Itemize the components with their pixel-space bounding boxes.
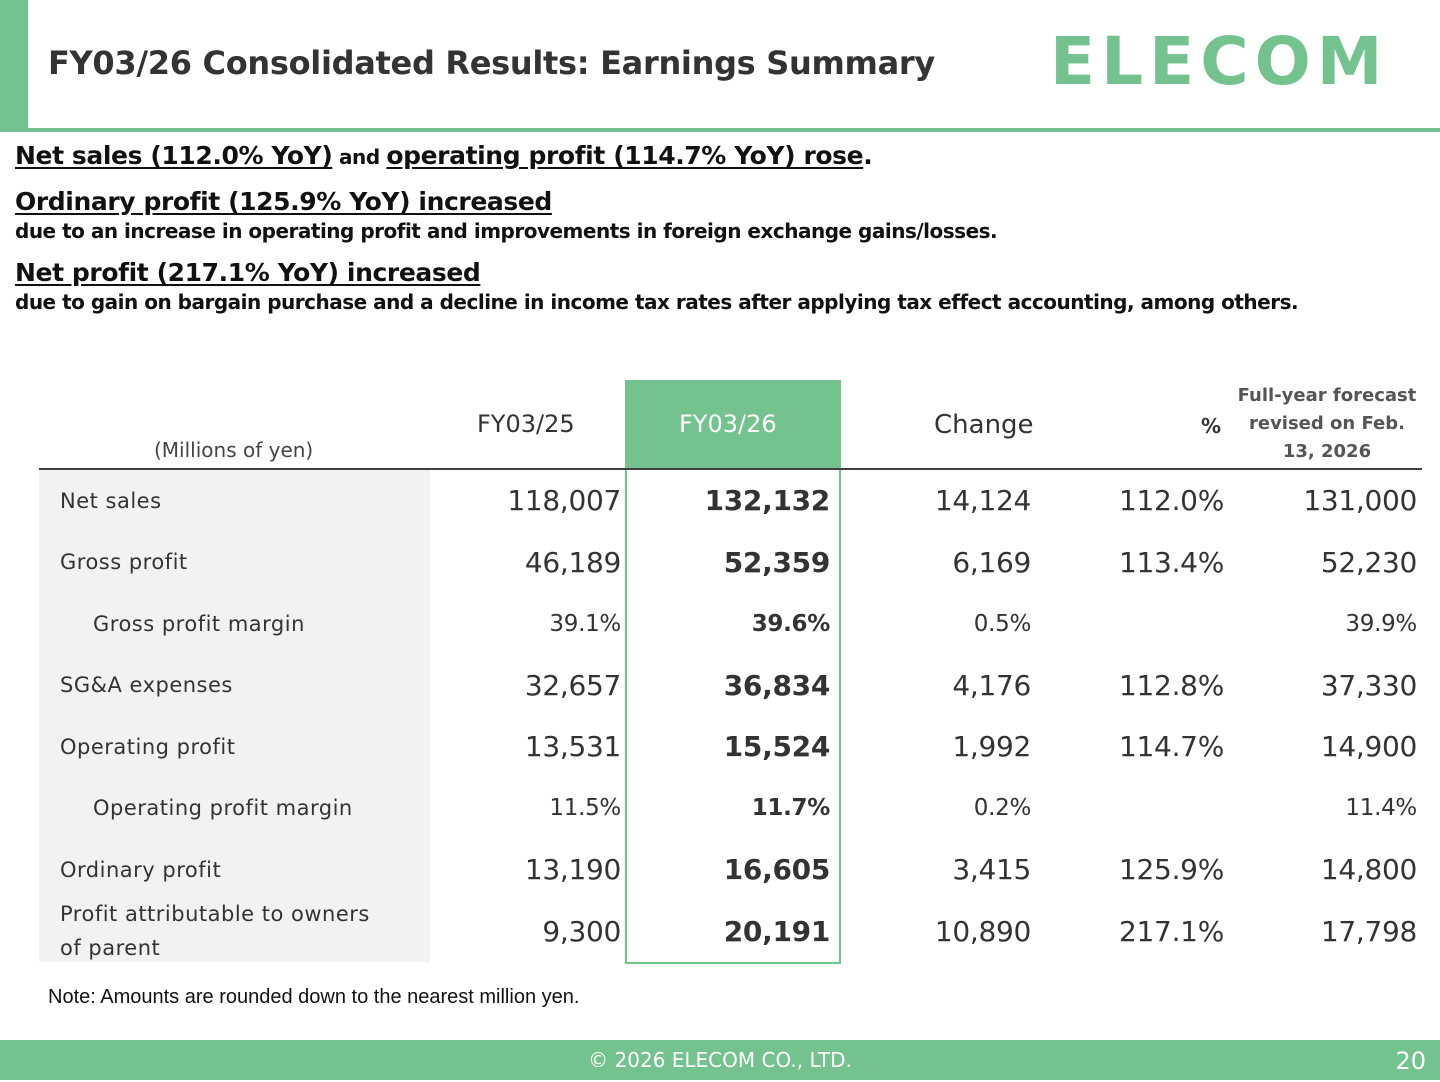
row-label: Operating profit	[60, 734, 236, 759]
table-row: SG&A expenses 32,657 36,834 4,176 112.8%…	[39, 655, 1422, 717]
cell-forecast: 131,000	[1303, 484, 1417, 518]
cell-percent: 113.4%	[1119, 545, 1224, 579]
row-label: Gross profit	[60, 550, 188, 575]
row-label: Ordinary profit	[60, 857, 222, 882]
headline-period: .	[863, 141, 873, 170]
headline-net-sales-text: Net sales (112.0% YoY)	[15, 141, 333, 170]
footer-bar: © 2026 ELECOM CO., LTD. 20	[0, 1040, 1440, 1080]
cell-change: 10,890	[934, 914, 1031, 948]
col-header-fy03-25: FY03/25	[477, 410, 575, 438]
footnote: Note: Amounts are rounded down to the ne…	[48, 986, 580, 1008]
headline-and: and	[332, 145, 387, 169]
cell-change: 3,415	[952, 853, 1031, 887]
cell-percent: 112.0%	[1119, 484, 1224, 518]
header-rule	[39, 468, 1422, 470]
cell-fy03-26: 11.7%	[751, 795, 831, 822]
cell-fy03-26: 39.6%	[751, 610, 831, 637]
cell-forecast: 52,230	[1320, 545, 1417, 579]
headline-ordinary-profit-reason: due to an increase in operating profit a…	[15, 219, 998, 243]
title-accent-bar	[0, 0, 28, 128]
cell-percent: 112.8%	[1119, 668, 1224, 702]
page-number: 20	[1395, 1047, 1426, 1075]
col-header-forecast: Full-year forecast revised on Feb. 13, 2…	[1237, 385, 1417, 462]
page-title: FY03/26 Consolidated Results: Earnings S…	[48, 44, 935, 82]
row-label: SG&A expenses	[60, 673, 233, 698]
current-year-header-cell	[625, 380, 841, 468]
headline-operating-profit-text: operating profit (114.7% YoY) rose	[386, 141, 864, 170]
headline-net-profit-text: Net profit (217.1% YoY) increased	[15, 258, 481, 287]
label-column-background	[39, 470, 430, 962]
cell-fy03-25: 32,657	[524, 668, 621, 702]
table-row: Net sales 118,007 132,132 14,124 112.0% …	[39, 470, 1422, 532]
cell-forecast: 14,800	[1320, 853, 1417, 887]
cell-fy03-25: 13,531	[524, 730, 621, 764]
cell-forecast: 14,900	[1320, 730, 1417, 764]
cell-fy03-26: 36,834	[723, 668, 831, 702]
unit-label: (Millions of yen)	[154, 438, 314, 462]
row-label: Net sales	[60, 488, 162, 513]
col-header-fy03-26: FY03/26	[679, 410, 777, 438]
cell-change: 1,992	[952, 730, 1031, 764]
cell-percent	[1069, 593, 1224, 655]
table-row: Profit attributable to owners of parent …	[39, 901, 1422, 963]
cell-fy03-26: 20,191	[723, 914, 831, 948]
cell-percent	[1069, 778, 1224, 840]
earnings-table: (Millions of yen) FY03/25 FY03/26 Change…	[39, 380, 1422, 964]
copyright: © 2026 ELECOM CO., LTD.	[588, 1048, 852, 1072]
cell-forecast: 37,330	[1320, 668, 1417, 702]
headline-ordinary-profit: Ordinary profit (125.9% YoY) increased	[15, 186, 1425, 218]
headline-net-profit-reason: due to gain on bargain purchase and a de…	[15, 290, 1299, 314]
headline-ordinary-profit-text: Ordinary profit (125.9% YoY) increased	[15, 187, 552, 216]
cell-change: 0.2%	[973, 795, 1032, 822]
cell-fy03-25: 46,189	[524, 545, 621, 579]
cell-fy03-26: 16,605	[723, 853, 831, 887]
table-row: Operating profit margin 11.5% 11.7% 0.2%…	[39, 778, 1422, 840]
table-row: Gross profit 46,189 52,359 6,169 113.4% …	[39, 532, 1422, 594]
cell-forecast: 39.9%	[1345, 610, 1417, 637]
table-row: Operating profit 13,531 15,524 1,992 114…	[39, 716, 1422, 778]
row-label: Operating profit margin	[93, 796, 353, 821]
cell-change: 0.5%	[973, 610, 1032, 637]
header-divider	[0, 128, 1440, 132]
cell-forecast: 11.4%	[1345, 795, 1417, 822]
cell-fy03-26: 52,359	[723, 545, 831, 579]
cell-percent: 114.7%	[1119, 730, 1224, 764]
table-row: Gross profit margin 39.1% 39.6% 0.5% 39.…	[39, 593, 1422, 655]
elecom-logo: ELECOM	[1050, 23, 1389, 100]
cell-forecast: 17,798	[1320, 914, 1417, 948]
cell-fy03-25: 9,300	[542, 914, 621, 948]
col-header-change: Change	[934, 410, 1034, 440]
cell-fy03-25: 118,007	[507, 484, 621, 518]
cell-change: 4,176	[952, 668, 1031, 702]
cell-percent: 125.9%	[1119, 853, 1224, 887]
row-label: Gross profit margin	[93, 611, 305, 636]
cell-fy03-25: 39.1%	[549, 610, 621, 637]
cell-change: 6,169	[952, 545, 1031, 579]
cell-change: 14,124	[934, 484, 1031, 518]
headline-net-sales: Net sales (112.0% YoY) and operating pro…	[15, 140, 1425, 173]
cell-fy03-25: 11.5%	[549, 795, 621, 822]
cell-fy03-26: 15,524	[723, 730, 831, 764]
table-row: Ordinary profit 13,190 16,605 3,415 125.…	[39, 839, 1422, 901]
row-label: Profit attributable to owners of parent	[60, 902, 370, 961]
cell-percent: 217.1%	[1119, 914, 1224, 948]
highlights: Net sales (112.0% YoY) and operating pro…	[15, 140, 1425, 315]
cell-fy03-26: 132,132	[704, 484, 831, 518]
col-header-percent: %	[1201, 414, 1222, 438]
cell-fy03-25: 13,190	[524, 853, 621, 887]
headline-net-profit: Net profit (217.1% YoY) increased	[15, 257, 1425, 289]
